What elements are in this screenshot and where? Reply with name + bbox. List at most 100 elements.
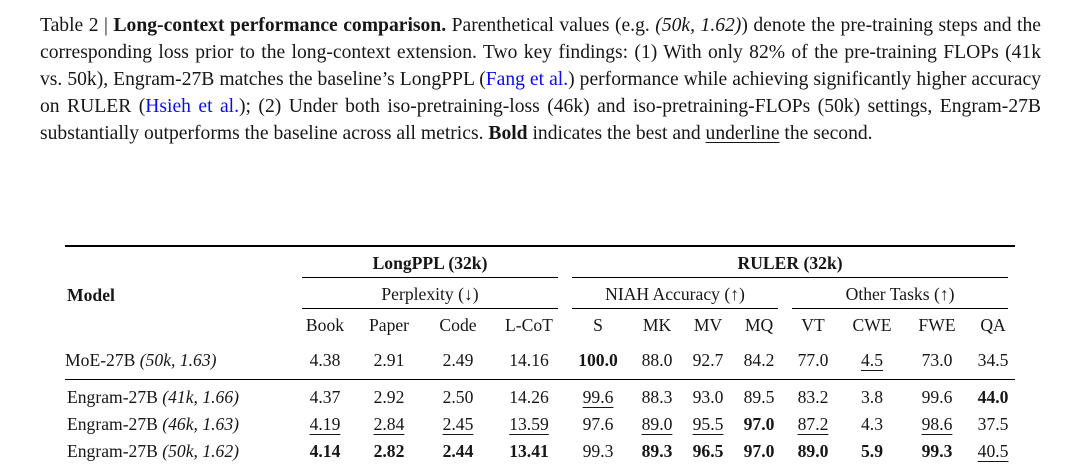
metric-cell-cwe: 4.5 xyxy=(841,343,903,380)
metric-cell-mk: 88.3 xyxy=(641,387,673,407)
column-header-fwe: FWE xyxy=(918,315,956,335)
metric-cell-fwe: 99.3 xyxy=(921,441,953,461)
metric-cell-s: 100.0 xyxy=(565,343,631,380)
model-pretraining-note: (50k, 1.63) xyxy=(139,350,217,370)
metric-cell-l-cot: 14.16 xyxy=(493,343,565,380)
column-header-cwe: CWE xyxy=(852,315,892,335)
column-header-mk: MK xyxy=(642,315,672,335)
table-row-engram-27b-2: Engram-27B (41k, 1.66) 4.37 2.92 2.50 14.26 9… xyxy=(65,380,1015,412)
metric-cell-mq: 97.0 xyxy=(743,441,775,461)
model-pretraining-note: (50k, 1.62) xyxy=(162,441,239,461)
model-name: Engram-27B (46k, 1.63) xyxy=(65,411,295,438)
metric-cell-mq: 97.0 xyxy=(743,414,775,434)
metric-cell-book: 4.19 xyxy=(309,414,341,434)
metric-cell-mk: 89.3 xyxy=(641,441,673,461)
group-header-longppl: LongPPL (32k) xyxy=(295,246,565,278)
column-header-qa: QA xyxy=(980,315,1006,335)
table-row-moe-27b-1: MoE-27B (50k, 1.63) 4.38 2.91 2.49 14.16 100.… xyxy=(65,343,1016,380)
metric-cell-code: 2.44 xyxy=(442,441,474,461)
metric-cell-s: 99.6 xyxy=(582,387,614,407)
column-header-mv: MV xyxy=(693,315,723,335)
model-name: MoE-27B (50k, 1.63) xyxy=(65,343,295,380)
metric-cell-vt: 89.0 xyxy=(797,441,829,461)
metric-cell-l-cot: 14.26 xyxy=(509,387,549,407)
metric-cell-code: 2.49 xyxy=(423,343,493,380)
metric-cell-mv: 93.0 xyxy=(692,387,724,407)
model-label: MoE-27B xyxy=(65,350,140,370)
caption-example-values: (50k, 1.62) xyxy=(655,15,742,36)
caption-body-1: Parenthetical values (e.g. xyxy=(446,15,656,36)
caption-body-5: indicates the best and xyxy=(527,122,706,144)
metric-cell-vt: 87.2 xyxy=(797,414,829,434)
column-header-code: Code xyxy=(439,315,477,335)
column-header-mq: MQ xyxy=(744,315,774,335)
metric-cell-qa: 44.0 xyxy=(977,387,1009,407)
metric-cell-paper: 2.92 xyxy=(373,387,405,407)
model-label: Engram-27B xyxy=(67,441,163,461)
metric-cell-paper: 2.84 xyxy=(373,414,405,434)
metric-cell-cwe: 5.9 xyxy=(861,441,883,461)
results-table: Model LongPPL (32k) RULER (32k) Perplexi… xyxy=(65,245,1016,469)
caption-title: Long-context performance comparison. xyxy=(113,15,447,36)
table-row-engram-27b-4: Engram-27B (50k, 1.62) 4.14 2.82 2.44 13.41 9… xyxy=(65,438,1015,469)
metric-cell-mv: 96.5 xyxy=(692,441,724,461)
metric-cell-code: 2.45 xyxy=(442,414,474,434)
metric-cell-vt: 77.0 xyxy=(785,343,841,380)
caption-underline-word: underline xyxy=(705,122,780,144)
group-header-ruler: RULER (32k) xyxy=(565,246,1015,278)
metric-cell-vt: 83.2 xyxy=(797,387,829,407)
model-name: Engram-27B (41k, 1.66) xyxy=(65,380,295,412)
results-table-body: MoE-27B (50k, 1.63) 4.38 2.91 2.49 14.16 100.… xyxy=(65,343,1016,469)
metric-cell-mq: 84.2 xyxy=(733,343,785,380)
metric-cell-mk: 88.0 xyxy=(631,343,683,380)
metric-cell-book: 4.38 xyxy=(295,343,355,380)
metric-cell-s: 99.3 xyxy=(582,441,614,461)
table-caption: Table 2 | Long-context performance compa… xyxy=(40,13,1041,148)
model-pretraining-note: (41k, 1.66) xyxy=(162,387,239,407)
header-column-row: Book Paper Code L-CoT S MK MV MQ VT CWE FWE QA xyxy=(65,309,1015,343)
column-header-model: Model xyxy=(67,284,115,305)
metric-cell-mk: 89.0 xyxy=(641,414,673,434)
caption-body-3: ) performance while achieving significan… xyxy=(40,68,1041,117)
caption-body-2: ) denote the pre-training steps and the … xyxy=(40,15,1041,90)
column-header-book: Book xyxy=(305,315,345,335)
citation-link-fang[interactable]: Fang et al. xyxy=(485,68,569,90)
subgroup-header-niah-accuracy: NIAH Accuracy (↑) xyxy=(565,278,785,309)
model-pretraining-note: (46k, 1.63) xyxy=(162,414,239,434)
metric-cell-fwe: 99.6 xyxy=(921,387,953,407)
metric-cell-qa: 34.5 xyxy=(971,343,1016,380)
metric-cell-paper: 2.91 xyxy=(355,343,423,380)
metric-cell-qa: 40.5 xyxy=(977,441,1009,461)
citation-link-hsieh[interactable]: Hsieh et al. xyxy=(145,95,240,117)
metric-cell-fwe: 73.0 xyxy=(903,343,971,380)
header-group-row: Model LongPPL (32k) RULER (32k) xyxy=(65,246,1015,305)
model-name: Engram-27B (50k, 1.62) xyxy=(65,438,295,469)
metric-cell-cwe: 4.3 xyxy=(861,414,883,434)
column-header-s: S xyxy=(593,315,603,335)
caption-bold-word: Bold xyxy=(488,122,528,144)
metric-cell-book: 4.14 xyxy=(309,441,341,461)
metric-cell-s: 97.6 xyxy=(582,414,614,434)
header-sub-row: Perplexity (↓) NIAH Accuracy (↑) Other T… xyxy=(65,278,1015,309)
caption-body-6: the second. xyxy=(779,122,873,144)
column-header-paper: Paper xyxy=(368,315,410,335)
metric-cell-l-cot: 13.41 xyxy=(509,441,549,461)
column-header-vt: VT xyxy=(801,315,825,335)
metric-cell-code: 2.50 xyxy=(442,387,474,407)
metric-cell-paper: 2.82 xyxy=(373,441,405,461)
metric-cell-cwe: 3.8 xyxy=(861,387,883,407)
results-table-container: Model LongPPL (32k) RULER (32k) Perplexi… xyxy=(65,245,1016,469)
metric-cell-mv: 92.7 xyxy=(683,343,733,380)
subgroup-header-perplexity: Perplexity (↓) xyxy=(295,278,565,309)
table-row-engram-27b-3: Engram-27B (46k, 1.63) 4.19 2.84 2.45 13.59 9… xyxy=(65,411,1015,438)
subgroup-header-other-tasks: Other Tasks (↑) xyxy=(785,278,1015,309)
caption-prefix: Table 2 | xyxy=(40,15,114,36)
model-label: Engram-27B xyxy=(67,414,163,434)
metric-cell-l-cot: 13.59 xyxy=(509,414,549,434)
metric-cell-mv: 95.5 xyxy=(692,414,724,434)
model-label: Engram-27B xyxy=(67,387,163,407)
metric-cell-book: 4.37 xyxy=(309,387,341,407)
caption-body-4: ); (2) Under both iso-pretraining-loss (… xyxy=(40,95,1041,144)
metric-cell-fwe: 98.6 xyxy=(921,414,953,434)
column-header-l-cot: L-CoT xyxy=(505,315,553,335)
